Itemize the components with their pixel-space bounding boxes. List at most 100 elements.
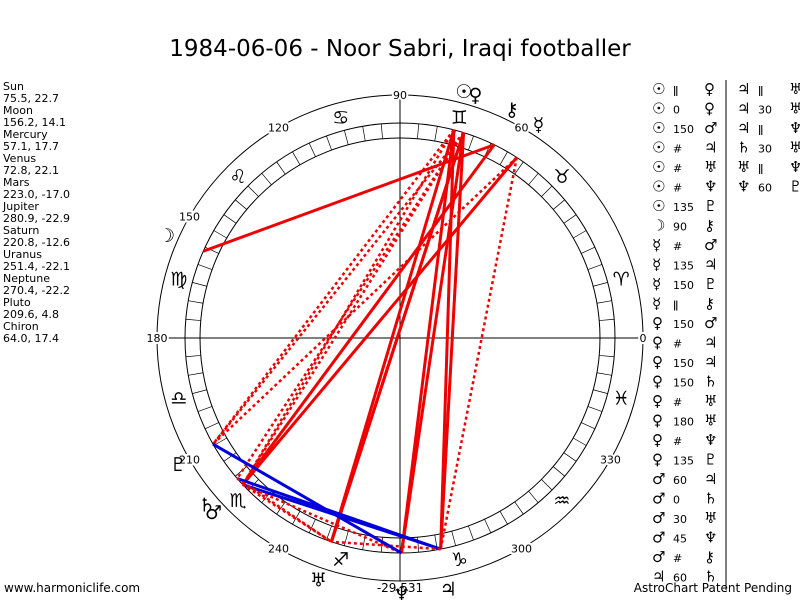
aspect-line [202,143,495,253]
planet-coords: 251.4, -22.1 [3,260,70,273]
aspect-planet: ♇ [704,451,717,469]
aspect-planet: ♀ [652,314,663,332]
aspect-planet: ♂ [652,490,665,508]
planet-name: Sun [3,80,24,93]
aspect-type: 30 [673,513,687,526]
degree-tick [204,422,219,430]
degree-tick [308,142,316,157]
planet-glyph: ♅ [310,570,327,592]
planet-glyph: ⚷ [505,99,519,121]
planet-name: Moon [3,104,33,117]
zodiac-sign: ♈ [613,269,630,291]
aspect-type: ǁ [758,123,763,136]
degree-tick [185,355,201,358]
planet-coords: 280.9, -22.9 [3,212,70,225]
zodiac-sign: ♒ [553,490,570,512]
degree-tick [552,466,565,477]
zodiac-sign: ♍ [170,269,187,291]
code-footer: -29,531 [377,581,423,595]
aspect-planet: ♀ [652,431,663,449]
aspect-planet: ☉ [652,119,665,137]
degree-tick [468,135,474,151]
aspect-planet: ☿ [652,236,661,254]
aspect-line [439,129,456,550]
aspect-planet: ♅ [789,139,800,157]
degree-tick [362,126,366,142]
degree-label: 60 [515,122,529,135]
aspect-planet: ⚷ [704,217,715,235]
aspect-planet: ♅ [704,412,717,430]
degree-tick [197,406,213,412]
aspect-line [241,156,518,486]
aspect-planet: ♄ [704,490,717,508]
planet-coords: 220.8, -12.6 [3,236,70,249]
degree-tick [484,519,492,534]
aspect-line [400,129,456,554]
degree-tick [188,300,204,304]
degree-tick [344,531,349,546]
aspect-line [439,132,466,550]
zodiac-sign: ♉ [553,166,570,188]
aspect-planet: ♃ [737,119,750,137]
degree-tick [528,490,539,503]
aspect-line [329,132,466,543]
aspect-type: # [673,396,682,409]
degree-label: 330 [600,454,621,467]
planet-name: Chiron [3,320,39,333]
zodiac-sign: ♑ [451,549,468,571]
aspect-planet: ♂ [704,236,717,254]
degree-label: 90 [393,89,407,102]
aspect-planet: ♅ [704,509,717,527]
aspect-type: ǁ [673,84,678,97]
zodiac-sign: ♎ [170,387,187,409]
degree-tick [573,437,587,446]
planet-glyph: ♆ [393,583,410,600]
degree-label: 300 [511,542,532,555]
aspect-type: ǁ [758,84,763,97]
aspect-planet: ♆ [789,119,800,137]
aspect-type: ǁ [758,162,763,175]
degree-tick [563,452,577,462]
title: 1984-06-06 - Noor Sabri, Iraqi footballe… [169,36,631,62]
aspect-planet: ♃ [737,100,750,118]
zodiac-sign: ♓ [613,387,630,409]
aspect-planet: ☉ [652,197,665,215]
aspect-line [236,477,333,543]
aspect-planet: ♀ [704,100,715,118]
planet-name: Uranus [3,248,42,261]
degree-tick [434,126,438,142]
aspect-planet: ♆ [704,529,717,547]
aspect-planet: ♀ [652,392,663,410]
aspect-line [242,483,402,555]
aspect-planet: ♃ [652,568,665,586]
degree-label: 240 [268,542,289,555]
aspect-planet: ♂ [704,314,717,332]
degree-tick [581,422,596,430]
aspect-type: # [673,338,682,351]
zodiac-sign: ♐ [332,549,349,571]
aspect-planet: ♄ [737,139,750,157]
planet-coords: 223.0, -17.0 [3,188,70,201]
planet-glyph: ☿ [533,114,545,136]
aspect-planet: ☉ [652,178,665,196]
aspect-type: # [673,552,682,565]
aspect-planet: ♀ [652,353,663,371]
degree-tick [599,355,615,358]
aspect-planet: ♂ [704,119,717,137]
planet-name: Saturn [3,224,39,237]
degree-tick [514,161,524,175]
aspect-planet: ♅ [789,80,800,98]
aspect-planet: ♇ [704,197,717,215]
aspect-planet: ♆ [704,178,717,196]
aspect-planet: ♀ [704,80,715,98]
aspect-type: 135 [673,455,694,468]
aspect-planet: ♅ [789,100,800,118]
zodiac-sign: ♋ [332,107,349,129]
aspect-planet: ⚷ [704,548,715,566]
aspect-type: 0 [673,104,680,117]
aspect-planet: ☉ [652,80,665,98]
degree-tick [563,214,577,224]
planet-name: Pluto [3,296,31,309]
aspect-planet: ♃ [704,353,717,371]
degree-tick [417,123,420,139]
